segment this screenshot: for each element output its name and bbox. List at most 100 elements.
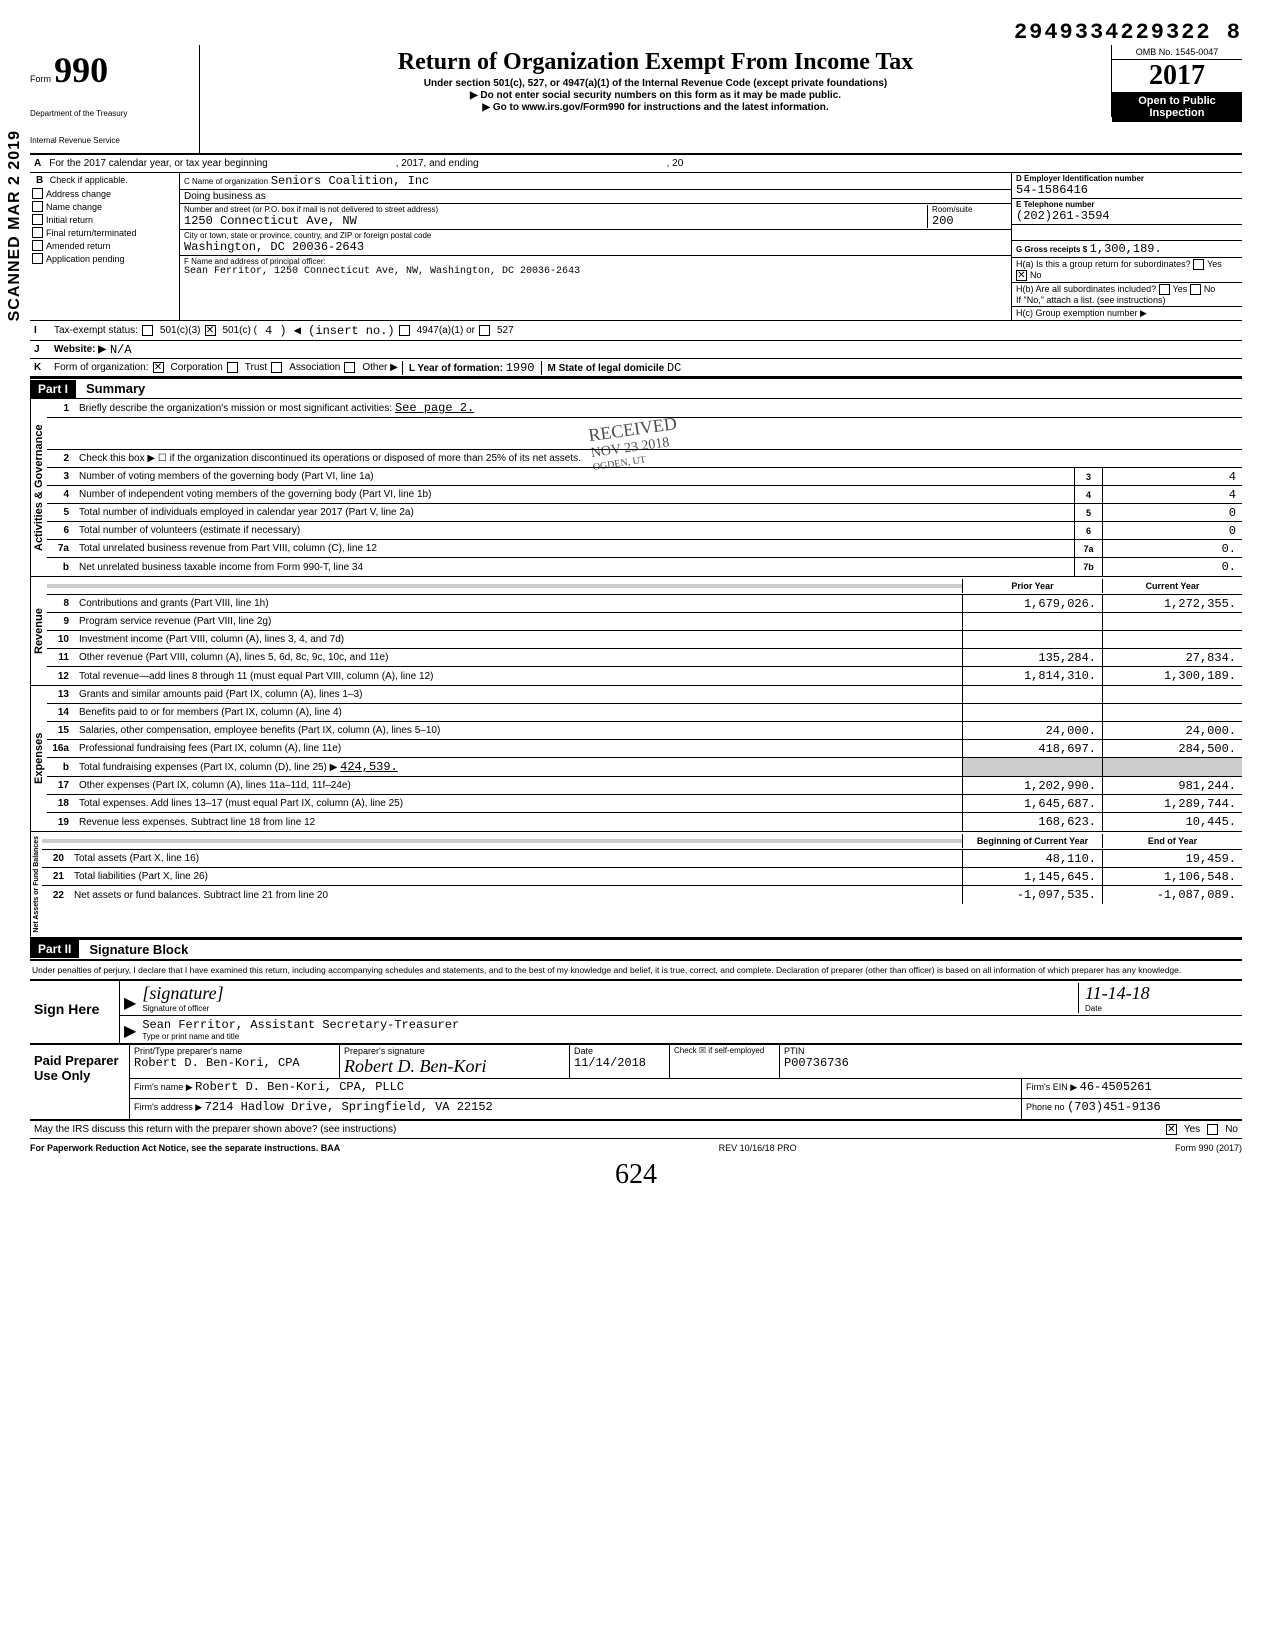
cb-initial[interactable] — [32, 214, 43, 225]
section-bcd: B Check if applicable. Address change Na… — [30, 173, 1242, 321]
ln16b-num: b — [47, 762, 75, 773]
j-label: J — [30, 342, 50, 357]
ln16a-prior: 418,697. — [962, 740, 1102, 757]
ha-yes: Yes — [1207, 259, 1222, 269]
ln6-desc: Total number of volunteers (estimate if … — [75, 523, 1074, 538]
part-2-title: Signature Block — [79, 940, 198, 959]
cb-501c3[interactable] — [142, 325, 153, 336]
tax-year: 2017 — [1112, 60, 1242, 92]
firm-name: Robert D. Ben-Kori, CPA, PLLC — [195, 1080, 404, 1094]
firm-addr-label: Firm's address ▶ — [134, 1102, 202, 1112]
ln6-val: 0 — [1102, 522, 1242, 539]
prep-ptin: P00736736 — [784, 1056, 1238, 1070]
form-label: Form — [30, 74, 51, 84]
g-label: G Gross receipts $ — [1016, 245, 1087, 254]
name-label: Type or print name and title — [142, 1032, 459, 1041]
cb-hb-no[interactable] — [1190, 284, 1201, 295]
cb-ha-no[interactable]: ✕ — [1016, 270, 1027, 281]
ln7b-desc: Net unrelated business taxable income fr… — [75, 560, 1074, 575]
ln20-prior: 48,110. — [962, 850, 1102, 867]
cb-hb-yes[interactable] — [1159, 284, 1170, 295]
firm-addr: 7214 Hadlow Drive, Springfield, VA 22152 — [205, 1100, 493, 1114]
cb-discuss-no[interactable] — [1207, 1124, 1218, 1135]
cb-addr-change[interactable] — [32, 188, 43, 199]
ln6-box: 6 — [1074, 522, 1102, 539]
4947-label: 4947(a)(1) or — [413, 323, 479, 338]
discuss-no: No — [1221, 1122, 1242, 1137]
501c-label: 501(c) ( — [219, 323, 261, 338]
cb-name-change[interactable] — [32, 201, 43, 212]
ln21-desc: Total liabilities (Part X, line 26) — [70, 869, 962, 884]
ln22-prior: -1,097,535. — [962, 886, 1102, 904]
ln3-desc: Number of voting members of the governin… — [75, 469, 1074, 484]
officer-val: Sean Ferritor, 1250 Connecticut Ave, NW,… — [184, 266, 1007, 277]
exp-label: Expenses — [30, 686, 47, 831]
gov-label: Activities & Governance — [30, 399, 47, 576]
i-text: Tax-exempt status: — [50, 323, 142, 338]
paid-preparer-section: Paid Preparer Use Only Print/Type prepar… — [30, 1045, 1242, 1121]
ln17-curr: 981,244. — [1102, 777, 1242, 794]
ln7a-desc: Total unrelated business revenue from Pa… — [75, 541, 1074, 556]
addr-label: Number and street (or P.O. box if mail i… — [184, 205, 927, 214]
ln4-val: 4 — [1102, 486, 1242, 503]
ln20-num: 20 — [42, 853, 70, 864]
ln19-curr: 10,445. — [1102, 813, 1242, 831]
cb-other[interactable] — [344, 362, 355, 373]
prep-sig: Robert D. Ben-Kori — [344, 1056, 565, 1077]
e-label: E Telephone number — [1016, 200, 1238, 209]
website-val: N/A — [110, 343, 132, 357]
ln8-prior: 1,679,026. — [962, 595, 1102, 612]
cb-pending[interactable] — [32, 253, 43, 264]
527-label: 527 — [493, 323, 518, 338]
sig-label: Signature of officer — [142, 1004, 1078, 1013]
footer: For Paperwork Reduction Act Notice, see … — [30, 1139, 1242, 1153]
ln11-prior: 135,284. — [962, 649, 1102, 666]
footer-right: Form 990 (2017) — [1175, 1143, 1242, 1153]
ln16b-desc: Total fundraising expenses (Part IX, col… — [79, 762, 337, 773]
check-if-label: Check if applicable. — [50, 175, 128, 185]
firm-ein-label: Firm's EIN ▶ — [1026, 1082, 1077, 1092]
m-label: M State of legal domicile — [548, 363, 665, 374]
ln9-num: 9 — [47, 616, 75, 627]
hb-note: If "No," attach a list. (see instruction… — [1016, 295, 1238, 305]
ln9-desc: Program service revenue (Part VIII, line… — [75, 614, 962, 629]
ln1-num: 1 — [47, 403, 75, 414]
ln7a-num: 7a — [47, 543, 75, 554]
cb-527[interactable] — [479, 325, 490, 336]
prior-year-hdr: Prior Year — [962, 579, 1102, 593]
org-name: Seniors Coalition, Inc — [271, 174, 429, 188]
ln19-desc: Revenue less expenses. Subtract line 18 … — [75, 815, 962, 830]
ln5-box: 5 — [1074, 504, 1102, 521]
ln15-num: 15 — [47, 725, 75, 736]
cb-assoc[interactable] — [271, 362, 282, 373]
subtitle-2: ▶ Do not enter social security numbers o… — [206, 90, 1105, 101]
cb-discuss-yes[interactable]: ✕ — [1166, 1124, 1177, 1135]
expenses-section: Expenses 13 Grants and similar amounts p… — [30, 686, 1242, 832]
cb-corp[interactable]: ✕ — [153, 362, 164, 373]
line-a-label: A — [30, 156, 45, 171]
cb-ha-yes[interactable] — [1193, 259, 1204, 270]
k-text: Form of organization: — [50, 360, 153, 375]
cb-amended[interactable] — [32, 240, 43, 251]
ln19-num: 19 — [47, 817, 75, 828]
officer-name: Sean Ferritor, Assistant Secretary-Treas… — [142, 1018, 459, 1032]
arrow-icon-2: ▶ — [124, 1021, 136, 1041]
line-a: A For the 2017 calendar year, or tax yea… — [30, 155, 1242, 173]
activities-governance-section: Activities & Governance 1 Briefly descri… — [30, 399, 1242, 577]
ln16a-desc: Professional fundraising fees (Part IX, … — [75, 741, 962, 756]
cb-trust[interactable] — [227, 362, 238, 373]
cb-501c[interactable]: ✕ — [205, 325, 216, 336]
revenue-section: Revenue Prior Year Current Year 8 Contri… — [30, 577, 1242, 686]
cb-4947[interactable] — [399, 325, 410, 336]
open-public-2: Inspection — [1114, 107, 1240, 119]
j-text: Website: ▶ — [50, 342, 110, 357]
scanned-stamp: SCANNED MAR 2 2019 — [6, 130, 24, 321]
ln9-prior — [962, 613, 1102, 630]
name-change-label: Name change — [46, 202, 102, 212]
prep-col3: Date — [574, 1046, 665, 1056]
ln12-curr: 1,300,189. — [1102, 667, 1242, 685]
cb-final[interactable] — [32, 227, 43, 238]
ln12-num: 12 — [47, 671, 75, 682]
hc-label: H(c) Group exemption number ▶ — [1012, 307, 1242, 320]
ln22-curr: -1,087,089. — [1102, 886, 1242, 904]
